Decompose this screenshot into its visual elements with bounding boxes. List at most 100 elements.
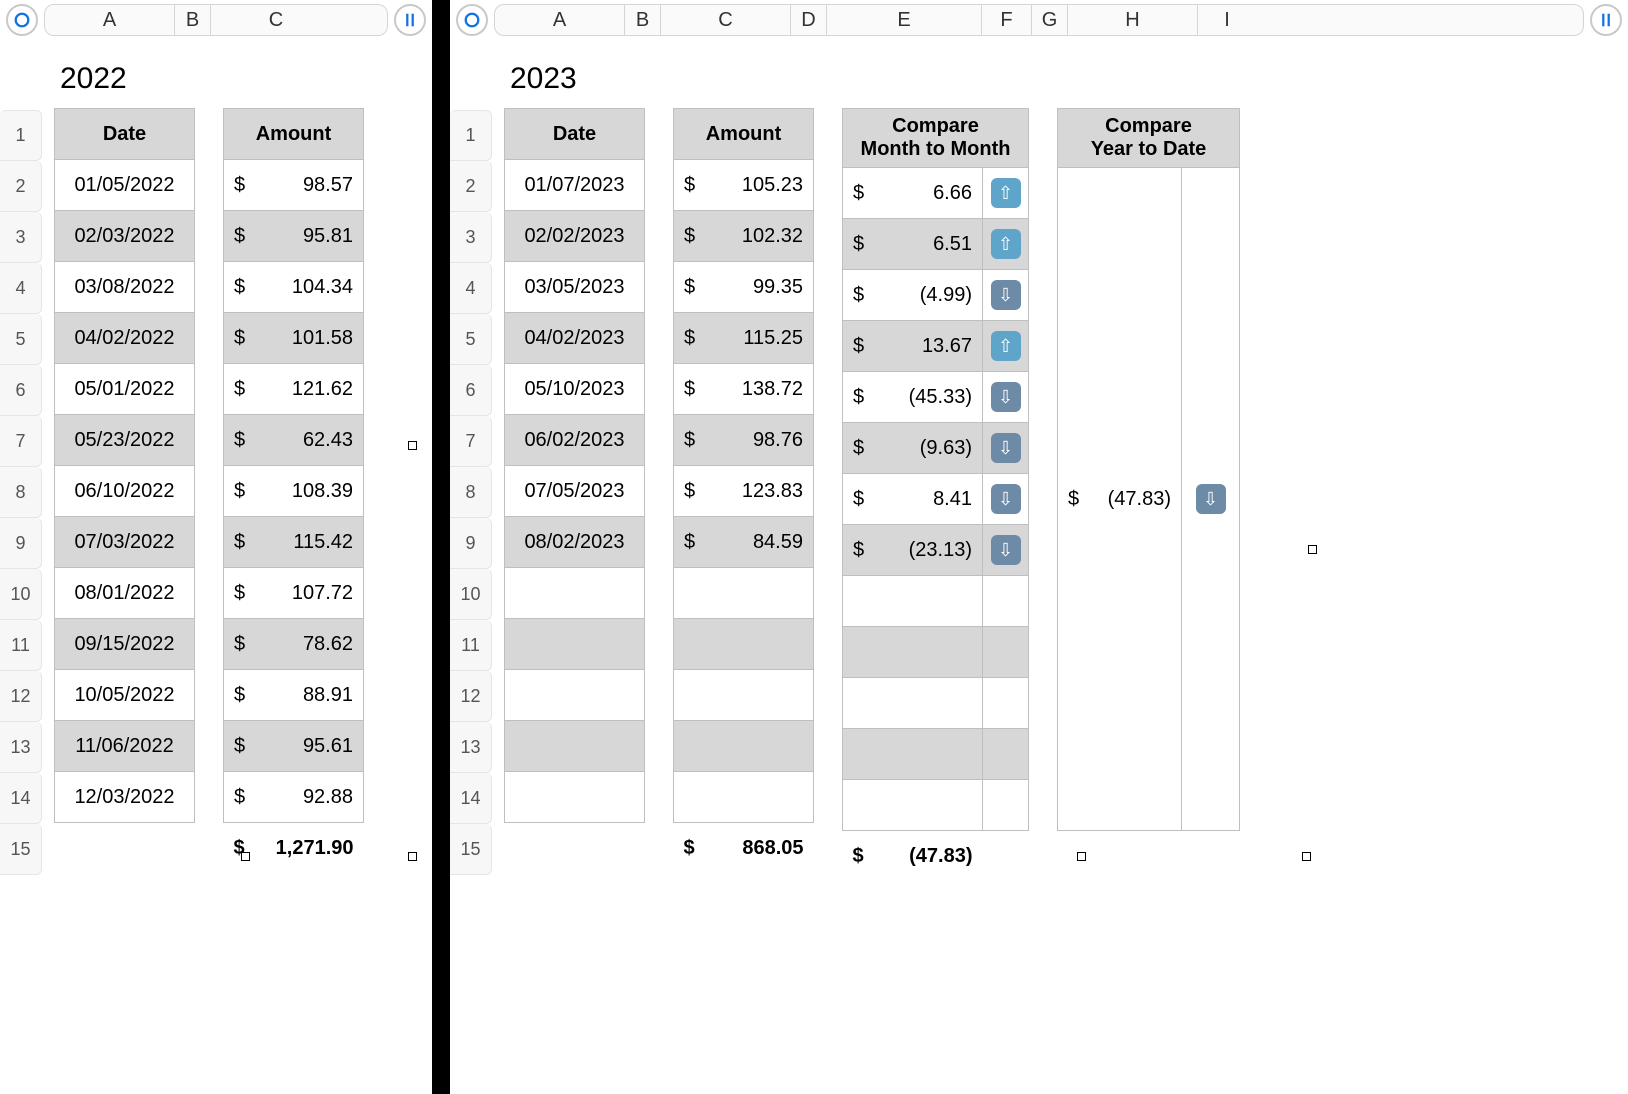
cell-amount[interactable]: $ 138.72 bbox=[674, 364, 814, 415]
row-number[interactable]: 6 bbox=[0, 365, 42, 416]
cell-date[interactable]: 02/02/2023 bbox=[505, 211, 645, 262]
cell-direction[interactable]: ⇧ bbox=[983, 321, 1029, 372]
row-number[interactable]: 5 bbox=[450, 314, 492, 365]
cell-date[interactable]: 04/02/2023 bbox=[505, 313, 645, 364]
column-letter[interactable]: F bbox=[982, 5, 1032, 35]
cell-amount[interactable]: $ 95.61 bbox=[224, 721, 364, 772]
row-number[interactable]: 5 bbox=[0, 314, 42, 365]
cell-direction[interactable] bbox=[983, 780, 1029, 831]
cell-date[interactable]: 06/10/2022 bbox=[55, 466, 195, 517]
cell-compare[interactable] bbox=[843, 678, 983, 729]
row-number[interactable]: 4 bbox=[450, 263, 492, 314]
cell-amount[interactable] bbox=[674, 568, 814, 619]
cell-compare[interactable]: $ (23.13) bbox=[843, 525, 983, 576]
cell-amount[interactable]: $ 95.81 bbox=[224, 211, 364, 262]
cell-direction[interactable] bbox=[983, 576, 1029, 627]
cell-date[interactable]: 01/07/2023 bbox=[505, 160, 645, 211]
cell-date[interactable]: 05/10/2023 bbox=[505, 364, 645, 415]
table-menu-button-left[interactable] bbox=[6, 4, 38, 36]
cell-compare[interactable]: $ 6.51 bbox=[843, 219, 983, 270]
cell-date[interactable]: 09/15/2022 bbox=[55, 619, 195, 670]
row-number[interactable]: 6 bbox=[450, 365, 492, 416]
selection-handle[interactable] bbox=[1308, 545, 1317, 554]
row-number[interactable]: 3 bbox=[0, 212, 42, 263]
cell-total-amount[interactable]: $ 868.05 bbox=[674, 823, 814, 874]
cell-compare[interactable]: $ 8.41 bbox=[843, 474, 983, 525]
cell-date[interactable] bbox=[505, 670, 645, 721]
column-letter[interactable]: B bbox=[175, 5, 211, 35]
cell-direction[interactable]: ⇧ bbox=[983, 219, 1029, 270]
cell-amount[interactable] bbox=[674, 772, 814, 823]
row-number[interactable]: 8 bbox=[0, 467, 42, 518]
row-number[interactable]: 2 bbox=[450, 161, 492, 212]
column-letter[interactable]: I bbox=[1198, 5, 1256, 35]
cell-date[interactable]: 07/05/2023 bbox=[505, 466, 645, 517]
column-letter[interactable]: C bbox=[661, 5, 791, 35]
cell-date[interactable]: 11/06/2022 bbox=[55, 721, 195, 772]
column-letter[interactable]: D bbox=[791, 5, 827, 35]
cell-date[interactable]: 03/05/2023 bbox=[505, 262, 645, 313]
cell-direction[interactable]: ⇩ bbox=[983, 525, 1029, 576]
cell-compare[interactable] bbox=[843, 576, 983, 627]
column-letters-right[interactable]: ABCDEFGHI bbox=[494, 4, 1584, 36]
cell-date[interactable]: 07/03/2022 bbox=[55, 517, 195, 568]
row-number[interactable]: 7 bbox=[0, 416, 42, 467]
cell-amount[interactable]: $ 102.32 bbox=[674, 211, 814, 262]
cell-amount[interactable]: $ 84.59 bbox=[674, 517, 814, 568]
cell-direction[interactable] bbox=[983, 678, 1029, 729]
row-number[interactable]: 10 bbox=[450, 569, 492, 620]
row-number[interactable]: 4 bbox=[0, 263, 42, 314]
cell-direction[interactable]: ⇩ bbox=[983, 372, 1029, 423]
cell-direction[interactable]: ⇩ bbox=[983, 423, 1029, 474]
cell-date[interactable] bbox=[505, 772, 645, 823]
row-number[interactable]: 13 bbox=[450, 722, 492, 773]
cell-amount[interactable]: $ 88.91 bbox=[224, 670, 364, 721]
column-letter[interactable]: C bbox=[211, 5, 341, 35]
row-number[interactable]: 10 bbox=[0, 569, 42, 620]
table-menu-button-right[interactable] bbox=[456, 4, 488, 36]
column-letter[interactable]: B bbox=[625, 5, 661, 35]
selection-handle[interactable] bbox=[241, 852, 250, 861]
row-number[interactable]: 3 bbox=[450, 212, 492, 263]
cell-date[interactable] bbox=[505, 568, 645, 619]
row-number[interactable]: 9 bbox=[450, 518, 492, 569]
cell-date[interactable]: 02/03/2022 bbox=[55, 211, 195, 262]
selection-handle[interactable] bbox=[408, 852, 417, 861]
cell-date[interactable]: 05/01/2022 bbox=[55, 364, 195, 415]
row-number[interactable]: 8 bbox=[450, 467, 492, 518]
row-numbers-right[interactable]: 123456789101112131415 bbox=[450, 44, 492, 882]
column-letter[interactable]: E bbox=[827, 5, 982, 35]
cell-direction[interactable]: ⇩ bbox=[983, 270, 1029, 321]
row-number[interactable]: 14 bbox=[0, 773, 42, 824]
cell-compare[interactable]: $ (9.63) bbox=[843, 423, 983, 474]
row-number[interactable]: 12 bbox=[0, 671, 42, 722]
cell-compare[interactable] bbox=[843, 780, 983, 831]
table-2023-amount[interactable]: Amount $ 105.23 $ 102.32 $ 99.35 $ 115.2… bbox=[673, 108, 814, 874]
cell-amount[interactable]: $ 115.42 bbox=[224, 517, 364, 568]
cell-direction[interactable] bbox=[983, 627, 1029, 678]
column-letters-left[interactable]: ABC bbox=[44, 4, 388, 36]
cell-amount[interactable]: $ 98.57 bbox=[224, 160, 364, 211]
add-column-button-right[interactable] bbox=[1590, 4, 1622, 36]
cell-amount[interactable]: $ 62.43 bbox=[224, 415, 364, 466]
cell-amount[interactable]: $ 99.35 bbox=[674, 262, 814, 313]
cell-date[interactable]: 10/05/2022 bbox=[55, 670, 195, 721]
cell-amount[interactable]: $ 108.39 bbox=[224, 466, 364, 517]
add-column-button-left[interactable] bbox=[394, 4, 426, 36]
cell-compare[interactable]: $ 13.67 bbox=[843, 321, 983, 372]
cell-ytd-direction[interactable]: ⇩ bbox=[1182, 168, 1240, 831]
column-letter[interactable]: H bbox=[1068, 5, 1198, 35]
row-number[interactable]: 11 bbox=[450, 620, 492, 671]
column-letter[interactable]: G bbox=[1032, 5, 1068, 35]
cell-amount[interactable]: $ 115.25 bbox=[674, 313, 814, 364]
row-number[interactable]: 2 bbox=[0, 161, 42, 212]
cell-date[interactable]: 12/03/2022 bbox=[55, 772, 195, 823]
cell-compare[interactable]: $ (45.33) bbox=[843, 372, 983, 423]
cell-amount[interactable] bbox=[674, 721, 814, 772]
cell-date[interactable]: 01/05/2022 bbox=[55, 160, 195, 211]
row-number[interactable]: 12 bbox=[450, 671, 492, 722]
table-2022-amount[interactable]: Amount $ 98.57 $ 95.81 $ 104.34 $ 101.58… bbox=[223, 108, 364, 874]
table-2023-compare[interactable]: CompareMonth to Month $ 6.66 ⇧ $ 6.51 ⇧ … bbox=[842, 108, 1029, 882]
cell-amount[interactable]: $ 107.72 bbox=[224, 568, 364, 619]
row-number[interactable]: 1 bbox=[450, 110, 492, 161]
